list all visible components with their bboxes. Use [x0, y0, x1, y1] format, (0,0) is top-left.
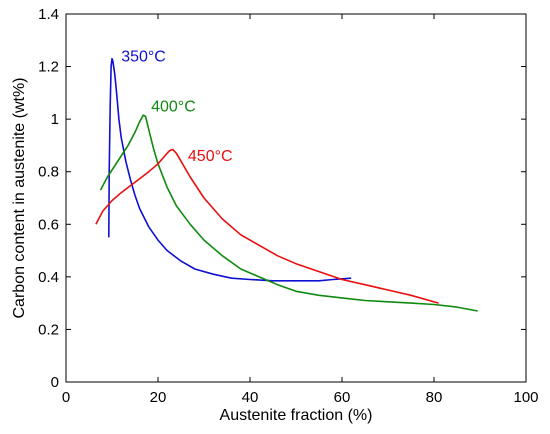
x-tick-label-4: 80: [426, 389, 443, 406]
y-axis-title: Carbon content in austenite (wt%): [11, 77, 28, 318]
series-label-350c: 350°C: [121, 48, 166, 65]
ticks-layer: 0 20 40 60 80 100 0 0.2 0.4 0.6 0.8 1 1.2 1.4: [38, 6, 538, 406]
series-line-450c: [95, 148, 439, 304]
labels-layer: 350°C 400°C 450°C: [121, 48, 232, 165]
y-tick-label-5: 1: [51, 111, 59, 128]
series-label-400c: 400°C: [151, 98, 196, 115]
series-label-450c: 450°C: [188, 148, 233, 165]
y-tick-label-7: 1.4: [38, 6, 59, 23]
x-tick-label-3: 60: [334, 389, 351, 406]
plot-frame: [65, 13, 527, 383]
y-tick-label-2: 0.4: [38, 269, 59, 286]
y-tick-label-6: 1.2: [38, 59, 59, 76]
series-line-350c: [108, 57, 352, 282]
y-tick-label-3: 0.6: [38, 216, 59, 233]
y-tick-label-1: 0.2: [38, 321, 59, 338]
x-tick-label-5: 100: [513, 389, 538, 406]
x-tick-label-2: 40: [242, 389, 259, 406]
x-axis-title: Austenite fraction (%): [220, 407, 373, 424]
series-layer: [95, 57, 478, 312]
y-tick-label-4: 0.8: [38, 164, 59, 181]
x-tick-label-0: 0: [62, 389, 70, 406]
x-tick-label-1: 20: [150, 389, 167, 406]
y-tick-label-0: 0: [51, 374, 59, 391]
series-line-400c: [99, 114, 478, 312]
